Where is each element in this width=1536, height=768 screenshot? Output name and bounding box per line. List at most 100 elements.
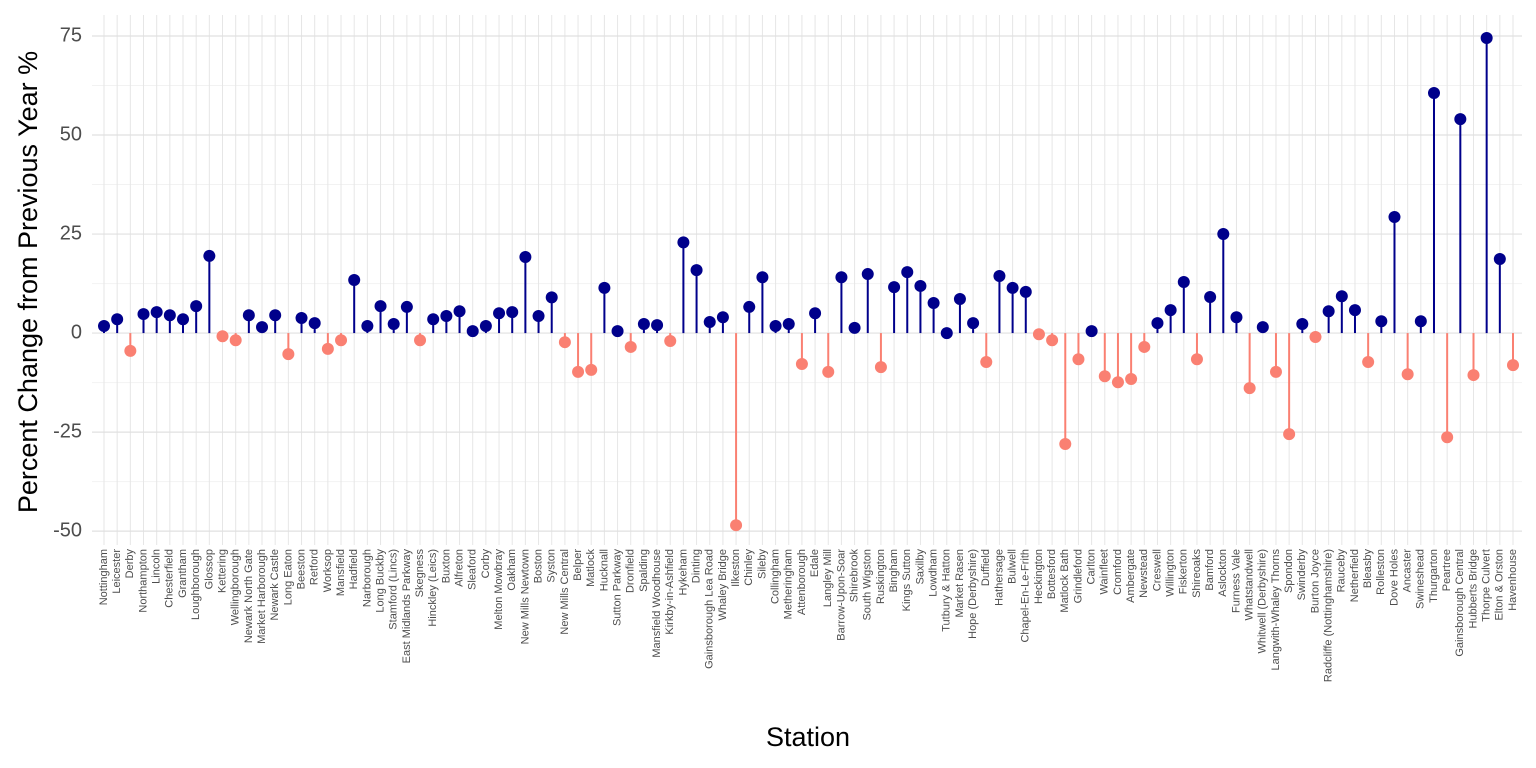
- x-tick-label: Willington: [1165, 549, 1177, 597]
- x-tick-label: Retford: [309, 549, 321, 585]
- x-tick-label: Narborough: [361, 549, 373, 607]
- x-tick-label: Langwith-Whaley Thorns: [1270, 549, 1282, 671]
- x-tick-label: Buxton: [440, 549, 452, 583]
- x-tick-label: Dronfield: [625, 549, 637, 593]
- point: [414, 334, 427, 347]
- point: [190, 300, 203, 313]
- x-tick-label: East Midlands Parkway: [401, 549, 413, 664]
- point: [980, 355, 993, 368]
- x-tick-label: Cromford: [1112, 549, 1124, 595]
- x-tick-label: Thurgarton: [1428, 549, 1440, 603]
- x-tick-label: Burton Joyce: [1309, 549, 1321, 613]
- x-tick-label: Ancaster: [1402, 549, 1414, 593]
- x-tick-label: Nottingham: [98, 549, 110, 605]
- x-tick-label: Market Rasen: [954, 549, 966, 617]
- point: [335, 334, 348, 347]
- x-tick-label: Boston: [532, 549, 544, 583]
- point: [651, 319, 664, 332]
- point: [1046, 334, 1059, 347]
- point: [1164, 304, 1177, 317]
- x-tick-label: Lincoln: [151, 549, 163, 584]
- x-tick-label: Sileby: [756, 549, 768, 579]
- point: [1059, 437, 1072, 450]
- x-tick-label: Newark Castle: [269, 549, 281, 621]
- x-tick-label: Sleaford: [467, 549, 479, 590]
- point: [361, 319, 374, 332]
- point: [506, 306, 519, 319]
- point: [598, 281, 611, 294]
- x-tick-label: Peartree: [1441, 549, 1453, 591]
- point: [1072, 353, 1085, 366]
- point: [1348, 304, 1361, 317]
- point: [1414, 315, 1427, 328]
- point: [1019, 285, 1032, 298]
- x-tick-label: Swinderby: [1296, 549, 1308, 601]
- point: [624, 340, 637, 353]
- x-tick-label: Thorpe Culvert: [1481, 549, 1493, 622]
- point: [558, 336, 571, 349]
- point: [282, 348, 295, 361]
- point: [940, 327, 953, 340]
- x-tick-label: Rauceby: [1336, 549, 1348, 593]
- x-tick-label: Hope (Derbyshire): [967, 549, 979, 639]
- point: [769, 319, 782, 332]
- x-tick-label: Beeston: [295, 549, 307, 589]
- x-tick-label: Newark North Gate: [243, 549, 255, 643]
- point: [308, 317, 321, 330]
- x-tick-label: Dinting: [690, 549, 702, 583]
- point: [203, 249, 216, 262]
- x-tick-label: Syston: [546, 549, 558, 583]
- point: [111, 313, 124, 326]
- x-tick-label: Ruskington: [875, 549, 887, 604]
- x-tick-label: Bamford: [1204, 549, 1216, 591]
- point: [1256, 321, 1269, 334]
- x-tick-label: Fiskerton: [1178, 549, 1190, 594]
- point: [637, 317, 650, 330]
- x-tick-label: Swineshead: [1415, 549, 1427, 609]
- y-tick-label: 25: [60, 222, 82, 244]
- x-tick-label: Newstead: [1138, 549, 1150, 598]
- point: [1467, 369, 1480, 382]
- point: [743, 300, 756, 313]
- x-tick-label: Leicester: [111, 549, 123, 594]
- point: [1309, 331, 1322, 344]
- point: [1401, 368, 1414, 381]
- point: [1427, 87, 1440, 100]
- point: [1111, 376, 1124, 389]
- x-tick-label: Bleasby: [1362, 549, 1374, 589]
- x-tick-label: South Wigston: [862, 549, 874, 621]
- x-tick-label: Mansfield Woodhouse: [651, 549, 663, 658]
- point: [1032, 328, 1045, 341]
- x-tick-label: Furness Vale: [1230, 549, 1242, 613]
- x-tick-label: Derby: [124, 549, 136, 579]
- point: [690, 264, 703, 277]
- point: [927, 296, 940, 309]
- point: [874, 361, 887, 374]
- x-tick-label: Aslockton: [1217, 549, 1229, 597]
- point: [269, 309, 282, 322]
- point: [348, 274, 361, 286]
- x-tick-label: Spalding: [638, 549, 650, 592]
- x-tick-label: Gainsborough Central: [1454, 549, 1466, 657]
- point: [532, 310, 545, 323]
- x-tick-label: Belper: [572, 549, 584, 581]
- x-tick-label: Kettering: [216, 549, 228, 593]
- x-tick-label: Attenborough: [796, 549, 808, 615]
- point: [479, 319, 492, 332]
- x-tick-label: Sutton Parkway: [611, 549, 623, 627]
- point: [677, 236, 690, 249]
- x-tick-label: Ilkeston: [730, 549, 742, 587]
- x-tick-label: Corby: [480, 549, 492, 579]
- x-tick-label: Melton Mowbray: [493, 549, 505, 630]
- x-tick-label: New Mills Newtown: [519, 549, 531, 644]
- x-tick-label: Hykeham: [677, 549, 689, 595]
- x-tick-label: Langley Mill: [822, 549, 834, 607]
- x-tick-label: Edale: [809, 549, 821, 577]
- point: [466, 325, 479, 338]
- x-tick-label: Elton & Orston: [1494, 549, 1506, 621]
- point: [242, 309, 255, 322]
- point: [1480, 31, 1493, 44]
- x-tick-label: Hubberts Bridge: [1467, 549, 1479, 629]
- point: [848, 321, 861, 334]
- x-tick-label: Duffield: [980, 549, 992, 586]
